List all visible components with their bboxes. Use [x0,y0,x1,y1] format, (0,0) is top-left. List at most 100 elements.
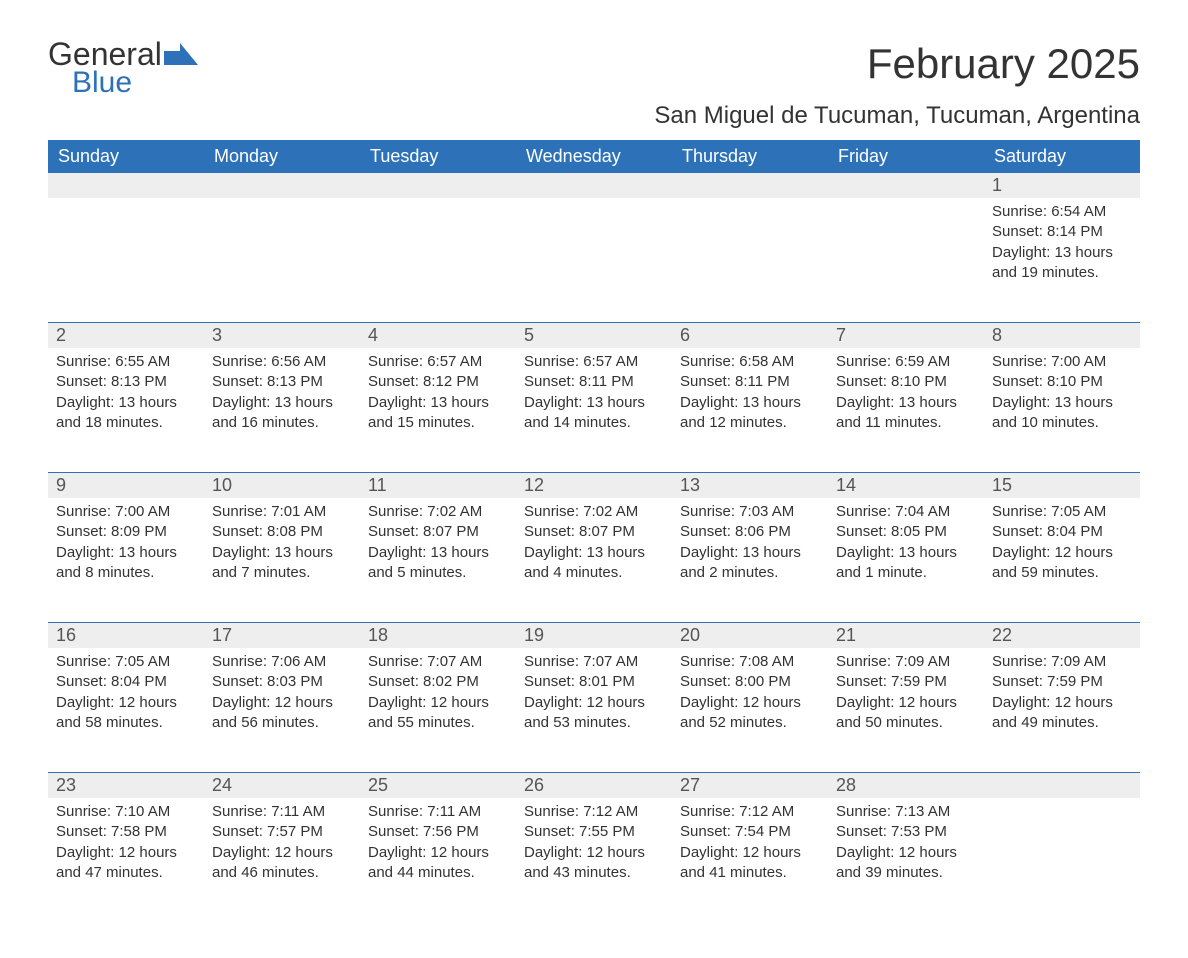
sunrise-text: Sunrise: 7:12 AM [680,802,820,822]
calendar-day: Sunrise: 6:57 AMSunset: 8:11 PMDaylight:… [516,348,672,468]
calendar-day: Sunrise: 7:04 AMSunset: 8:05 PMDaylight:… [828,498,984,618]
calendar-day: Sunrise: 7:12 AMSunset: 7:54 PMDaylight:… [672,798,828,918]
sunrise-text: Sunrise: 7:00 AM [56,502,196,522]
sunset-text: Sunset: 8:09 PM [56,522,196,542]
daylight-text: Daylight: 12 hours and 44 minutes. [368,843,508,884]
calendar-day: Sunrise: 7:11 AMSunset: 7:57 PMDaylight:… [204,798,360,918]
day-detail: Sunrise: 7:00 AMSunset: 8:10 PMDaylight:… [992,350,1132,433]
sunset-text: Sunset: 8:13 PM [212,372,352,392]
day-number: 19 [516,623,672,648]
daylight-text: Daylight: 12 hours and 56 minutes. [212,693,352,734]
sunset-text: Sunset: 7:53 PM [836,822,976,842]
day-detail [680,200,820,202]
page-title: February 2025 [654,40,1140,88]
day-detail: Sunrise: 7:06 AMSunset: 8:03 PMDaylight:… [212,650,352,733]
sunrise-text: Sunrise: 7:00 AM [992,352,1132,372]
day-number: 7 [828,323,984,348]
daylight-text: Daylight: 13 hours and 7 minutes. [212,543,352,584]
daylight-text: Daylight: 13 hours and 19 minutes. [992,243,1132,284]
daylight-text: Daylight: 12 hours and 43 minutes. [524,843,664,884]
sunset-text: Sunset: 8:11 PM [680,372,820,392]
day-detail: Sunrise: 7:07 AMSunset: 8:01 PMDaylight:… [524,650,664,733]
day-number: 25 [360,773,516,798]
daylight-text: Daylight: 13 hours and 8 minutes. [56,543,196,584]
calendar-day: Sunrise: 7:01 AMSunset: 8:08 PMDaylight:… [204,498,360,618]
daylight-text: Daylight: 13 hours and 14 minutes. [524,393,664,434]
sunset-text: Sunset: 7:59 PM [992,672,1132,692]
sunrise-text: Sunrise: 6:59 AM [836,352,976,372]
sunrise-text: Sunrise: 7:05 AM [992,502,1132,522]
day-number [828,173,984,198]
sunset-text: Sunset: 8:03 PM [212,672,352,692]
calendar-day [48,198,204,318]
day-number [516,173,672,198]
day-number-row: 232425262728 [48,773,1140,798]
calendar-day: Sunrise: 7:02 AMSunset: 8:07 PMDaylight:… [360,498,516,618]
sunrise-text: Sunrise: 7:08 AM [680,652,820,672]
day-detail: Sunrise: 7:09 AMSunset: 7:59 PMDaylight:… [992,650,1132,733]
day-detail: Sunrise: 7:11 AMSunset: 7:57 PMDaylight:… [212,800,352,883]
sunset-text: Sunset: 8:04 PM [992,522,1132,542]
day-detail: Sunrise: 7:12 AMSunset: 7:55 PMDaylight:… [524,800,664,883]
sunrise-text: Sunrise: 6:54 AM [992,202,1132,222]
dow-wednesday: Wednesday [516,140,672,173]
calendar-day: Sunrise: 7:13 AMSunset: 7:53 PMDaylight:… [828,798,984,918]
day-detail: Sunrise: 7:11 AMSunset: 7:56 PMDaylight:… [368,800,508,883]
sunset-text: Sunset: 7:57 PM [212,822,352,842]
sunset-text: Sunset: 8:13 PM [56,372,196,392]
daylight-text: Daylight: 13 hours and 15 minutes. [368,393,508,434]
day-number [48,173,204,198]
calendar-day: Sunrise: 6:58 AMSunset: 8:11 PMDaylight:… [672,348,828,468]
sunset-text: Sunset: 8:12 PM [368,372,508,392]
day-number: 4 [360,323,516,348]
daylight-text: Daylight: 13 hours and 10 minutes. [992,393,1132,434]
day-number-row: 2345678 [48,323,1140,348]
daylight-text: Daylight: 13 hours and 18 minutes. [56,393,196,434]
day-number-row: 9101112131415 [48,473,1140,498]
daylight-text: Daylight: 12 hours and 39 minutes. [836,843,976,884]
calendar-day: Sunrise: 7:07 AMSunset: 8:02 PMDaylight:… [360,648,516,768]
calendar-day: Sunrise: 6:54 AMSunset: 8:14 PMDaylight:… [984,198,1140,318]
day-number: 8 [984,323,1140,348]
sunset-text: Sunset: 8:01 PM [524,672,664,692]
calendar-day [984,798,1140,918]
sunset-text: Sunset: 7:54 PM [680,822,820,842]
calendar-day [204,198,360,318]
calendar-day: Sunrise: 7:02 AMSunset: 8:07 PMDaylight:… [516,498,672,618]
day-detail: Sunrise: 7:07 AMSunset: 8:02 PMDaylight:… [368,650,508,733]
calendar-day [360,198,516,318]
dow-sunday: Sunday [48,140,204,173]
dow-thursday: Thursday [672,140,828,173]
sunrise-text: Sunrise: 6:55 AM [56,352,196,372]
calendar-day: Sunrise: 7:09 AMSunset: 7:59 PMDaylight:… [984,648,1140,768]
daylight-text: Daylight: 13 hours and 5 minutes. [368,543,508,584]
day-detail-row: Sunrise: 6:54 AMSunset: 8:14 PMDaylight:… [48,198,1140,318]
day-number: 13 [672,473,828,498]
sunset-text: Sunset: 7:59 PM [836,672,976,692]
daylight-text: Daylight: 12 hours and 46 minutes. [212,843,352,884]
day-number: 28 [828,773,984,798]
logo-flag-icon [164,40,198,69]
sunrise-text: Sunrise: 7:07 AM [368,652,508,672]
day-number: 17 [204,623,360,648]
day-detail: Sunrise: 6:57 AMSunset: 8:12 PMDaylight:… [368,350,508,433]
calendar-day [828,198,984,318]
title-block: February 2025 San Miguel de Tucuman, Tuc… [654,40,1140,130]
calendar-day [672,198,828,318]
day-detail: Sunrise: 6:56 AMSunset: 8:13 PMDaylight:… [212,350,352,433]
sunrise-text: Sunrise: 6:57 AM [368,352,508,372]
daylight-text: Daylight: 13 hours and 4 minutes. [524,543,664,584]
calendar-day: Sunrise: 7:11 AMSunset: 7:56 PMDaylight:… [360,798,516,918]
day-detail: Sunrise: 7:05 AMSunset: 8:04 PMDaylight:… [992,500,1132,583]
dow-tuesday: Tuesday [360,140,516,173]
day-detail: Sunrise: 7:00 AMSunset: 8:09 PMDaylight:… [56,500,196,583]
day-number: 9 [48,473,204,498]
calendar-day: Sunrise: 7:00 AMSunset: 8:09 PMDaylight:… [48,498,204,618]
day-detail-row: Sunrise: 7:00 AMSunset: 8:09 PMDaylight:… [48,498,1140,618]
sunrise-text: Sunrise: 7:09 AM [836,652,976,672]
day-number: 27 [672,773,828,798]
day-detail: Sunrise: 7:09 AMSunset: 7:59 PMDaylight:… [836,650,976,733]
sunset-text: Sunset: 8:07 PM [368,522,508,542]
day-number [672,173,828,198]
day-detail: Sunrise: 7:13 AMSunset: 7:53 PMDaylight:… [836,800,976,883]
